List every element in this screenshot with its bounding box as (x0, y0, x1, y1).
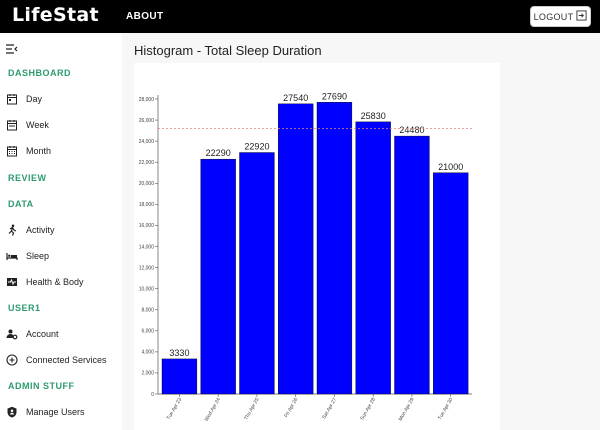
section-admin-stuff: ADMIN STUFF (8, 381, 75, 391)
y-tick-label: 6,000 (141, 329, 154, 335)
logout-button[interactable]: LOGOUT (530, 6, 591, 27)
section-user1: USER1 (8, 303, 41, 313)
histogram-bar (161, 358, 198, 395)
y-tick-label: 8,000 (141, 308, 154, 314)
histogram-chart: 0 2,000 4,000 6,000 8,000 10,000 12,000 14,000 1… (139, 91, 472, 423)
logout-label: LOGOUT (533, 11, 574, 22)
x-tick-label: Mon Apr 29 (398, 397, 416, 422)
x-tick-label: Sat Apr 27 (321, 397, 338, 420)
bed-icon (6, 250, 18, 262)
app-logo[interactable]: LifeStat (12, 4, 99, 26)
page-title: Histogram - Total Sleep Duration (134, 43, 322, 58)
account-gear-icon (6, 328, 18, 340)
sidebar-item-month[interactable]: Month (6, 145, 51, 157)
sidebar-item-manage-users[interactable]: Manage Users (6, 406, 85, 418)
y-tick-label: 10,000 (139, 286, 155, 292)
sidebar-item-label: Sleep (26, 251, 50, 261)
bar-value-label: 27540 (283, 93, 308, 103)
y-tick-label: 28,000 (139, 97, 155, 103)
sidebar-item-label: Day (26, 94, 43, 104)
bar-value-label: 22290 (206, 148, 231, 158)
chart-panel: 0 2,000 4,000 6,000 8,000 10,000 12,000 14,000 1… (134, 63, 500, 430)
plus-circle-icon (6, 354, 18, 366)
histogram-bar (316, 102, 353, 395)
sidebar: DASHBOARD Day Week Month REVIEW DATA Act… (0, 33, 122, 430)
sidebar-item-label: Month (26, 146, 52, 156)
collapse-menu-icon[interactable] (6, 41, 18, 54)
nav-about-link[interactable]: ABOUT (126, 11, 164, 22)
calendar-month-icon (6, 145, 18, 157)
sidebar-item-day[interactable]: Day (6, 93, 42, 105)
bar-value-label: 21000 (438, 162, 463, 172)
sidebar-item-label: Activity (26, 225, 55, 235)
sidebar-item-sleep[interactable]: Sleep (6, 250, 49, 262)
top-bar: LifeStat ABOUT LOGOUT (0, 0, 600, 33)
calendar-week-icon (6, 119, 18, 131)
y-tick-label: 24,000 (139, 139, 155, 145)
sidebar-item-label: Connected Services (26, 355, 107, 365)
sidebar-item-activity[interactable]: Activity (6, 224, 55, 236)
histogram-bar (239, 152, 275, 395)
bar-value-label: 22920 (244, 142, 269, 152)
bar-value-label: 24480 (399, 125, 424, 135)
sidebar-item-health-body[interactable]: Health & Body (6, 276, 84, 288)
logout-icon (576, 10, 587, 23)
section-data: DATA (8, 199, 34, 209)
x-tick-label: Thu Apr 25 (243, 397, 261, 421)
y-tick-label: 14,000 (139, 244, 155, 250)
x-tick-label: Tue Apr 30 (437, 397, 454, 421)
y-tick-label: 4,000 (141, 350, 154, 356)
y-tick-label: 12,000 (139, 265, 155, 271)
sidebar-item-label: Week (26, 120, 49, 130)
calendar-day-icon (6, 93, 18, 105)
histogram-bar (355, 121, 391, 395)
sidebar-item-label: Health & Body (26, 277, 84, 287)
x-tick-label: Tue Apr 23 (166, 397, 183, 421)
health-icon (6, 276, 18, 288)
section-review[interactable]: REVIEW (8, 173, 47, 183)
y-tick-label: 26,000 (139, 118, 155, 124)
y-tick-label: 0 (151, 392, 154, 398)
x-tick-label: Sun Apr 28 (359, 397, 377, 422)
x-tick-label: Wed Apr 24 (204, 397, 222, 423)
y-tick-label: 18,000 (139, 202, 155, 208)
section-dashboard: DASHBOARD (8, 68, 71, 78)
y-tick-label: 2,000 (141, 371, 154, 377)
shield-user-icon (6, 406, 18, 418)
histogram-bar (433, 172, 469, 395)
sidebar-item-week[interactable]: Week (6, 119, 49, 131)
x-tick-label: Fri Apr 26 (283, 397, 299, 419)
sidebar-item-connected-services[interactable]: Connected Services (6, 354, 107, 366)
sidebar-item-label: Manage Users (26, 407, 85, 417)
y-tick-label: 20,000 (139, 181, 155, 187)
y-tick-label: 16,000 (139, 223, 155, 229)
sidebar-item-label: Account (26, 329, 59, 339)
y-tick-label: 22,000 (139, 160, 155, 166)
bar-value-label: 25830 (361, 111, 386, 121)
running-icon (6, 224, 18, 236)
bar-value-label: 3330 (169, 348, 189, 358)
histogram-bar (278, 103, 314, 395)
sidebar-item-account[interactable]: Account (6, 328, 59, 340)
histogram-bar (394, 135, 430, 395)
histogram-bar (200, 158, 236, 395)
bar-value-label: 27690 (322, 91, 347, 101)
